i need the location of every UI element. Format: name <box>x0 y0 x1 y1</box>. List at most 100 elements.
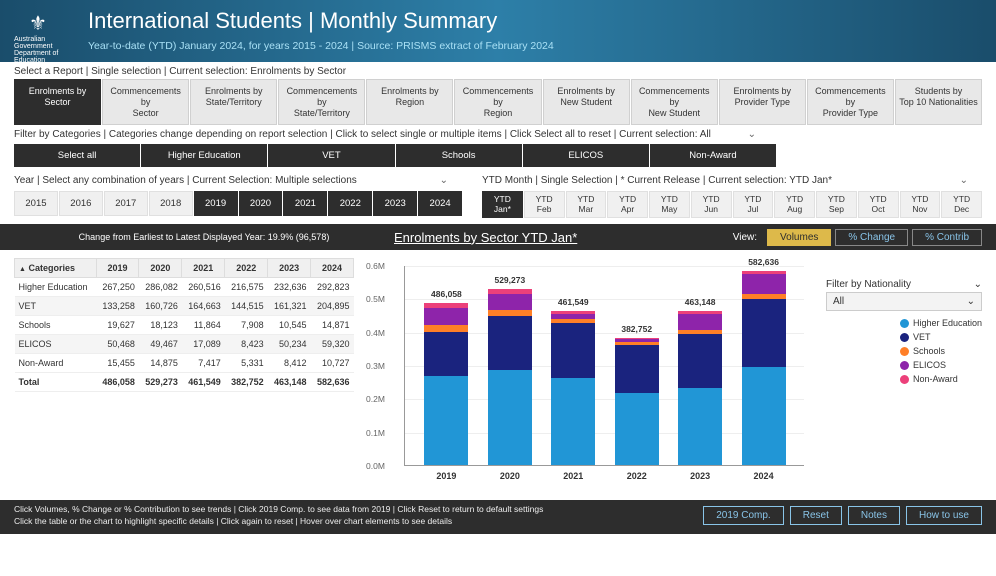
footer-btn-howtouse[interactable]: How to use <box>906 506 982 525</box>
year-btn-2024[interactable]: 2024 <box>418 191 462 216</box>
footer-btn-reset[interactable]: Reset <box>790 506 842 525</box>
month-btn-10[interactable]: YTDNov <box>900 191 941 218</box>
month-btn-4[interactable]: YTDMay <box>649 191 690 218</box>
content-row: ▲ Categories201920202021202220232024 Hig… <box>0 250 996 500</box>
report-btn-7[interactable]: Commencements byNew Student <box>631 79 718 125</box>
bar-segment[interactable] <box>678 314 722 331</box>
logo-line2: Department of Education <box>14 50 62 64</box>
month-btn-6[interactable]: YTDJul <box>733 191 774 218</box>
view-btn-contrib[interactable]: % Contrib <box>912 229 982 246</box>
legend-item[interactable]: VET <box>900 332 982 342</box>
month-btn-5[interactable]: YTDJun <box>691 191 732 218</box>
table-header-2[interactable]: 2020 <box>139 259 182 278</box>
data-table[interactable]: ▲ Categories201920202021202220232024 Hig… <box>14 258 354 392</box>
footer-line2: Click the table or the chart to highligh… <box>14 516 697 528</box>
report-btn-9[interactable]: Commencements byProvider Type <box>807 79 894 125</box>
bar-segment[interactable] <box>424 332 468 376</box>
bar-2019[interactable]: 486,0582019 <box>424 303 468 465</box>
table-row[interactable]: Schools19,62718,12311,8647,90810,54514,8… <box>15 316 354 335</box>
table-row[interactable]: Higher Education267,250286,082260,516216… <box>15 278 354 297</box>
category-btn-1[interactable]: Higher Education <box>141 144 267 167</box>
table-header-4[interactable]: 2022 <box>225 259 268 278</box>
year-btn-2017[interactable]: 2017 <box>104 191 148 216</box>
year-btn-2015[interactable]: 2015 <box>14 191 58 216</box>
year-section: Year | Select any combination of years |… <box>14 171 462 218</box>
bar-segment[interactable] <box>742 367 786 465</box>
report-btn-0[interactable]: Enrolments bySector <box>14 79 101 125</box>
table-header-5[interactable]: 2023 <box>268 259 311 278</box>
table-header-row: ▲ Categories201920202021202220232024 <box>15 259 354 278</box>
bar-segment[interactable] <box>488 370 532 465</box>
table-header-0[interactable]: ▲ Categories <box>15 259 97 278</box>
year-btn-2022[interactable]: 2022 <box>328 191 372 216</box>
bar-segment[interactable] <box>742 299 786 367</box>
bar-segment[interactable] <box>678 334 722 388</box>
year-btn-2019[interactable]: 2019 <box>194 191 238 216</box>
month-btn-1[interactable]: YTDFeb <box>524 191 565 218</box>
bar-segment[interactable] <box>615 345 659 393</box>
bar-segment[interactable] <box>551 378 595 465</box>
bar-total-label: 582,636 <box>748 257 779 267</box>
table-header-3[interactable]: 2021 <box>182 259 225 278</box>
bar-2020[interactable]: 529,2732020 <box>488 289 532 465</box>
report-btn-3[interactable]: Commencements byState/Territory <box>278 79 365 125</box>
bar-segment[interactable] <box>551 323 595 378</box>
view-btn-change[interactable]: % Change <box>835 229 908 246</box>
legend-item[interactable]: Schools <box>900 346 982 356</box>
year-btn-2016[interactable]: 2016 <box>59 191 103 216</box>
month-btn-8[interactable]: YTDSep <box>816 191 857 218</box>
bar-segment[interactable] <box>424 308 468 325</box>
chevron-down-icon[interactable]: ⌄ <box>440 175 448 186</box>
category-btn-2[interactable]: VET <box>268 144 394 167</box>
month-btn-2[interactable]: YTDMar <box>566 191 607 218</box>
report-btn-10[interactable]: Students byTop 10 Nationalities <box>895 79 982 125</box>
category-btn-5[interactable]: Non-Award <box>650 144 776 167</box>
month-btn-0[interactable]: YTDJan* <box>482 191 523 218</box>
table-row[interactable]: ELICOS50,46849,46717,0898,42350,23459,32… <box>15 335 354 354</box>
bar-segment[interactable] <box>488 316 532 370</box>
footer-btn-notes[interactable]: Notes <box>848 506 900 525</box>
legend-item[interactable]: Non-Award <box>900 374 982 384</box>
month-buttons: YTDJan*YTDFebYTDMarYTDAprYTDMayYTDJunYTD… <box>482 191 982 218</box>
chevron-down-icon[interactable]: ⌄ <box>960 175 968 186</box>
bar-segment[interactable] <box>424 376 468 465</box>
view-btn-volumes[interactable]: Volumes <box>767 229 831 246</box>
month-btn-9[interactable]: YTDOct <box>858 191 899 218</box>
report-btn-1[interactable]: Commencements bySector <box>102 79 189 125</box>
bar-segment[interactable] <box>615 393 659 465</box>
chevron-down-icon[interactable]: ⌄ <box>748 129 756 140</box>
year-btn-2023[interactable]: 2023 <box>373 191 417 216</box>
bar-2021[interactable]: 461,5492021 <box>551 311 595 465</box>
bar-chart[interactable]: 486,0582019 529,2732020 461,5492021 382,752… <box>364 258 982 496</box>
bar-2024[interactable]: 582,6362024 <box>742 271 786 465</box>
year-btn-2018[interactable]: 2018 <box>149 191 193 216</box>
table-header-1[interactable]: 2019 <box>96 259 139 278</box>
month-btn-7[interactable]: YTDAug <box>774 191 815 218</box>
legend-swatch <box>900 361 909 370</box>
bar-total-label: 382,752 <box>621 324 652 334</box>
bar-segment[interactable] <box>678 388 722 466</box>
legend-item[interactable]: Higher Education <box>900 318 982 328</box>
category-btn-3[interactable]: Schools <box>396 144 522 167</box>
report-btn-5[interactable]: Commencements byRegion <box>454 79 541 125</box>
year-btn-2021[interactable]: 2021 <box>283 191 327 216</box>
bar-segment[interactable] <box>488 294 532 310</box>
table-header-6[interactable]: 2024 <box>311 259 354 278</box>
report-btn-8[interactable]: Enrolments byProvider Type <box>719 79 806 125</box>
bar-2022[interactable]: 382,7522022 <box>615 338 659 466</box>
report-btn-6[interactable]: Enrolments byNew Student <box>543 79 630 125</box>
category-btn-4[interactable]: ELICOS <box>523 144 649 167</box>
footer-btn-comp[interactable]: 2019 Comp. <box>703 506 783 525</box>
table-total-row[interactable]: Total486,058529,273461,549382,752463,148… <box>15 373 354 392</box>
table-row[interactable]: Non-Award15,45514,8757,4175,3318,41210,7… <box>15 354 354 373</box>
year-btn-2020[interactable]: 2020 <box>239 191 283 216</box>
table-row[interactable]: VET133,258160,726164,663144,515161,32120… <box>15 297 354 316</box>
category-btn-0[interactable]: Select all <box>14 144 140 167</box>
bar-segment[interactable] <box>742 274 786 294</box>
month-btn-11[interactable]: YTDDec <box>941 191 982 218</box>
bar-2023[interactable]: 463,1482023 <box>678 311 722 465</box>
month-btn-3[interactable]: YTDApr <box>607 191 648 218</box>
legend-item[interactable]: ELICOS <box>900 360 982 370</box>
report-btn-2[interactable]: Enrolments byState/Territory <box>190 79 277 125</box>
report-btn-4[interactable]: Enrolments byRegion <box>366 79 453 125</box>
